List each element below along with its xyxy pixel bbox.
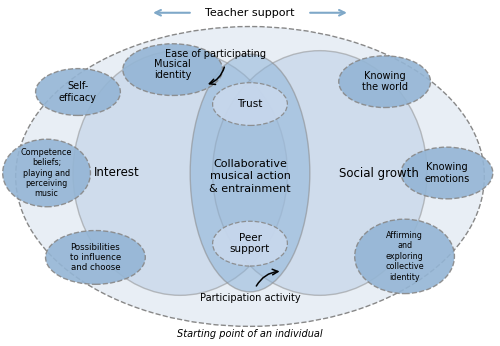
Text: Musical
identity: Musical identity	[154, 59, 192, 80]
Text: Participation activity: Participation activity	[200, 293, 300, 303]
Ellipse shape	[212, 221, 288, 266]
Ellipse shape	[46, 230, 146, 284]
Text: Interest: Interest	[94, 166, 139, 180]
Ellipse shape	[36, 69, 120, 116]
Text: Possibilities
to influence
and choose: Possibilities to influence and choose	[70, 243, 121, 272]
Text: Trust: Trust	[238, 99, 262, 109]
Ellipse shape	[212, 51, 427, 295]
Ellipse shape	[123, 44, 222, 95]
Text: Teacher support: Teacher support	[206, 8, 295, 18]
Text: Competence
beliefs;
playing and
perceiving
music: Competence beliefs; playing and perceivi…	[21, 148, 72, 198]
Text: Knowing
emotions: Knowing emotions	[424, 162, 470, 184]
Text: Starting point of an individual: Starting point of an individual	[177, 329, 323, 339]
Ellipse shape	[190, 54, 310, 292]
Ellipse shape	[401, 147, 493, 199]
Ellipse shape	[354, 219, 454, 294]
Ellipse shape	[339, 56, 430, 108]
Ellipse shape	[212, 83, 288, 126]
Text: Self-
efficacy: Self- efficacy	[59, 81, 97, 103]
Text: Peer
support: Peer support	[230, 233, 270, 254]
Text: Ease of participating: Ease of participating	[164, 49, 266, 59]
Text: Knowing
the world: Knowing the world	[362, 71, 408, 92]
Ellipse shape	[16, 27, 484, 326]
Text: Affirming
and
exploring
collective
identity: Affirming and exploring collective ident…	[386, 231, 424, 282]
Ellipse shape	[73, 51, 288, 295]
Text: Social growth: Social growth	[338, 166, 418, 180]
Ellipse shape	[2, 139, 90, 207]
Text: Collaborative
musical action
& entrainment: Collaborative musical action & entrainme…	[209, 159, 291, 194]
